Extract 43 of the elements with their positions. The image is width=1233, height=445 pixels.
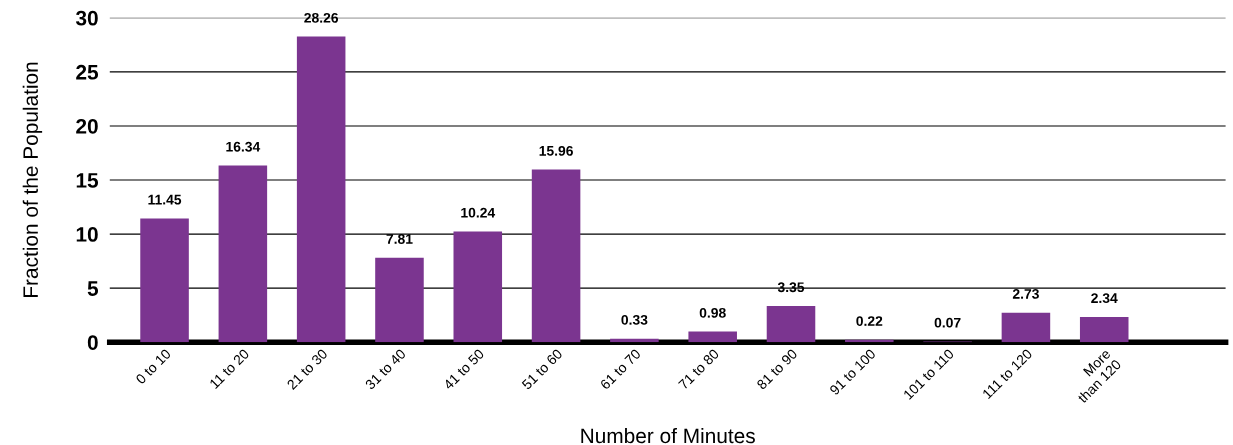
data-label: 7.81 [386,234,413,244]
x-axis-title: Number of Minutes [581,427,755,444]
x-tick-label: 101 to 110 [902,348,955,400]
x-tick-label: 81 to 90 [756,348,798,391]
bar [218,165,268,343]
data-label: 15.96 [539,145,573,156]
x-tick-label: 0 to 10 [135,348,172,385]
x-tick-label: 31 to 40 [364,348,407,391]
y-tick-label: 10 [76,227,98,242]
y-tick-label: 15 [76,173,99,188]
bar [453,231,503,343]
data-label: 11.45 [148,194,182,205]
data-label: 2.73 [1012,288,1039,299]
data-label: 0.33 [621,314,648,325]
bar [766,305,816,343]
bar [296,36,346,343]
data-label: 0.22 [856,316,883,326]
data-label: 2.34 [1091,293,1118,304]
y-tick-label: 20 [76,118,98,134]
y-axis-title: Fraction of the Population [22,62,43,297]
data-label: 0.98 [699,307,726,318]
bar [140,218,189,343]
data-label: 0.07 [934,317,961,328]
x-tick-label: 111 to 120 [981,348,1033,400]
x-tick-label: 71 to 80 [677,348,720,390]
data-label: 10.24 [461,207,496,218]
data-label: 16.34 [226,141,261,152]
bar [1001,312,1051,343]
bar [688,331,737,343]
y-tick-label: 0 [87,335,98,350]
y-tick-label: 5 [87,281,99,296]
y-tick-label: 25 [76,64,99,80]
x-tick-label: 21 to 30 [286,348,328,390]
bar [375,257,424,343]
x-tick-label: 51 to 60 [521,348,563,391]
bar [531,169,581,343]
x-tick-label: 41 to 50 [442,348,485,391]
bar [1079,316,1129,343]
x-tick-label: 91 to 100 [829,348,877,396]
y-tick-label: 30 [75,10,98,26]
x-tick-label: 11 to 20 [209,348,250,389]
data-label: 28.26 [304,12,339,23]
x-tick-label: 61 to 70 [599,348,642,390]
